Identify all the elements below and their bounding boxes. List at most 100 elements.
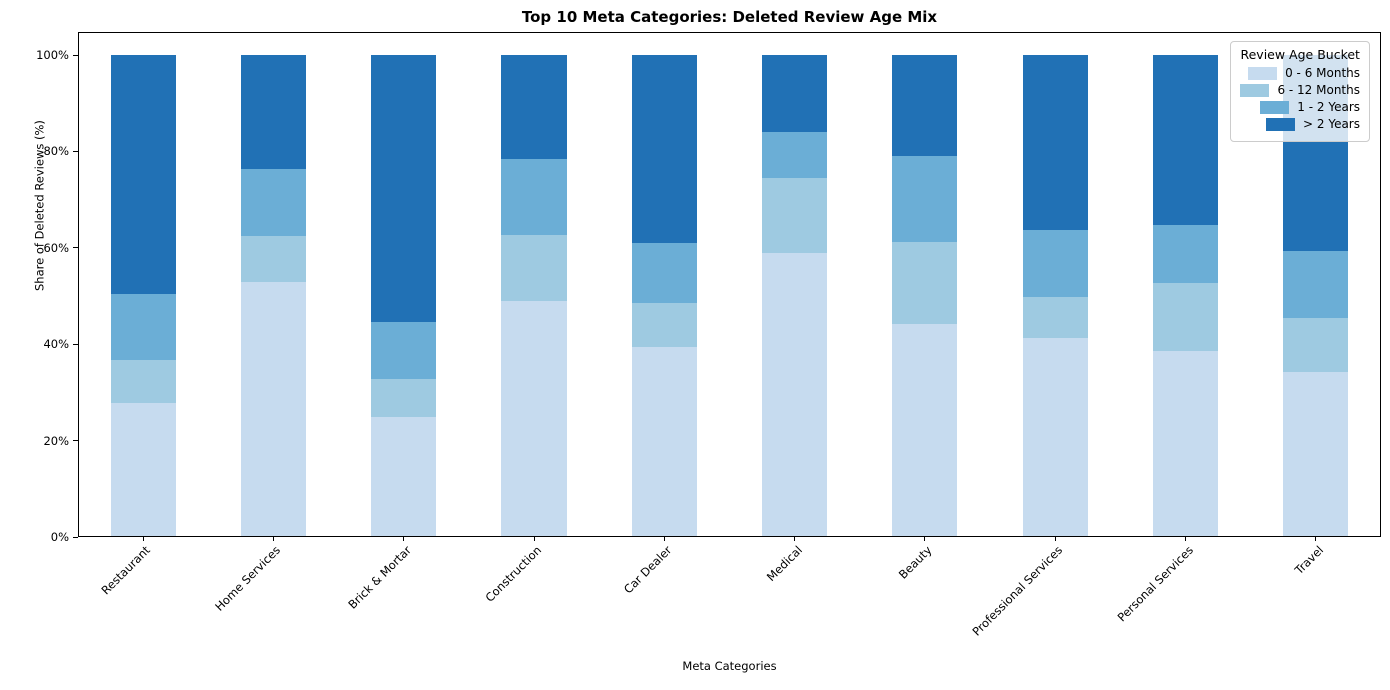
bar-segment <box>1152 55 1219 225</box>
bar-slot-home-services <box>208 55 338 537</box>
bar-segment <box>631 347 697 537</box>
legend-item: > 2 Years <box>1240 117 1360 131</box>
bar-segment <box>762 132 828 178</box>
bar-slot-beauty <box>860 55 990 537</box>
y-tick <box>73 440 78 442</box>
legend-label: 6 - 12 Months <box>1277 83 1360 97</box>
y-tick <box>73 150 78 152</box>
y-tick-label: 80% <box>43 144 69 159</box>
stacked-bar <box>892 55 958 537</box>
y-tick <box>73 247 78 249</box>
bar-slot-professional-services <box>990 55 1120 537</box>
x-tick <box>1185 537 1187 541</box>
bar-segment <box>1152 224 1219 283</box>
bar-segment <box>240 55 306 169</box>
x-tick <box>1315 537 1317 541</box>
legend-swatch-icon <box>1240 83 1270 97</box>
x-tick <box>1054 537 1056 541</box>
bar-slot-personal-services <box>1120 55 1250 537</box>
bar-segment <box>371 55 437 323</box>
bar-segment <box>240 168 306 236</box>
bar-segment <box>631 242 697 303</box>
bar-segment <box>110 403 176 537</box>
x-tick <box>533 537 535 541</box>
bar-segment <box>762 55 828 133</box>
legend-swatch-icon <box>1260 100 1290 114</box>
stacked-bar <box>501 55 567 537</box>
y-tick-label: 40% <box>43 337 69 352</box>
plot-area: Review Age Bucket 0 - 6 Months 6 - 12 Mon… <box>36 32 1381 639</box>
x-tick <box>924 537 926 541</box>
bar-segment <box>110 359 176 404</box>
x-tick <box>403 537 405 541</box>
stacked-bar <box>631 55 697 537</box>
bar-segment <box>501 235 567 302</box>
bar-slot-car-dealer <box>599 55 729 537</box>
bar-slot-medical <box>729 55 859 537</box>
y-tick-label: 0% <box>50 530 69 544</box>
bar-segment <box>501 301 567 537</box>
bar-segment <box>631 55 697 243</box>
y-tick-label: 20% <box>43 433 69 448</box>
bar-segment <box>892 323 958 537</box>
y-tick <box>73 343 78 345</box>
bar-segment <box>892 156 958 243</box>
legend-label: 1 - 2 Years <box>1297 100 1360 114</box>
y-tick-label: 60% <box>43 240 69 255</box>
y-axis-label: Share of Deleted Reviews (%) <box>32 120 47 291</box>
bar-segment <box>1022 55 1088 230</box>
bar-segment <box>1022 338 1088 537</box>
y-tick <box>73 536 78 538</box>
bar-segment <box>240 282 306 537</box>
legend-items: 0 - 6 Months 6 - 12 Months 1 - 2 Years > 2 … <box>1240 66 1360 131</box>
legend-swatch-icon <box>1266 117 1296 131</box>
stacked-bar <box>371 55 437 537</box>
stacked-bar <box>1022 55 1088 537</box>
x-axis-label: Meta Categories <box>682 659 777 673</box>
bar-segment <box>762 252 828 537</box>
y-tick-label: 100% <box>36 48 69 62</box>
legend-title: Review Age Bucket <box>1240 47 1360 62</box>
bar-segment <box>892 55 958 157</box>
bar-segment <box>1022 296 1088 339</box>
bar-segment <box>762 177 828 253</box>
bar-segment <box>1152 350 1219 537</box>
bar-segment <box>1283 250 1349 319</box>
bar-segment <box>240 235 306 283</box>
bar-segment <box>1283 372 1349 537</box>
stacked-bar <box>110 55 176 537</box>
bar-segment <box>892 242 958 324</box>
x-tick <box>794 537 796 541</box>
stacked-bar <box>1152 55 1219 537</box>
legend-label: 0 - 6 Months <box>1285 66 1360 80</box>
chart-title: Top 10 Meta Categories: Deleted Review A… <box>521 8 938 26</box>
bar-slot-brick-mortar <box>339 55 469 537</box>
legend-item: 6 - 12 Months <box>1240 83 1360 97</box>
bars-layer <box>78 55 1381 537</box>
bar-slot-construction <box>469 55 599 537</box>
x-tick <box>142 537 144 541</box>
bar-segment <box>371 378 437 417</box>
bar-segment <box>110 55 176 295</box>
bar-segment <box>371 416 437 537</box>
legend-item: 1 - 2 Years <box>1240 100 1360 114</box>
bar-segment <box>1283 318 1349 373</box>
legend: Review Age Bucket 0 - 6 Months 6 - 12 Mon… <box>1230 41 1370 142</box>
legend-item: 0 - 6 Months <box>1240 66 1360 80</box>
bar-segment <box>501 55 567 160</box>
bar-segment <box>501 159 567 236</box>
bar-slot-restaurant <box>78 55 208 537</box>
bar-segment <box>110 294 176 360</box>
bar-segment <box>631 302 697 348</box>
x-tick <box>272 537 274 541</box>
x-tick <box>663 537 665 541</box>
legend-label: > 2 Years <box>1303 117 1360 131</box>
bar-segment <box>371 322 437 379</box>
bar-segment <box>1022 230 1088 297</box>
bar-segment <box>1152 282 1219 351</box>
y-tick <box>73 54 78 56</box>
stacked-bar <box>762 55 828 537</box>
stacked-bar <box>240 55 306 537</box>
legend-swatch-icon <box>1248 66 1278 80</box>
